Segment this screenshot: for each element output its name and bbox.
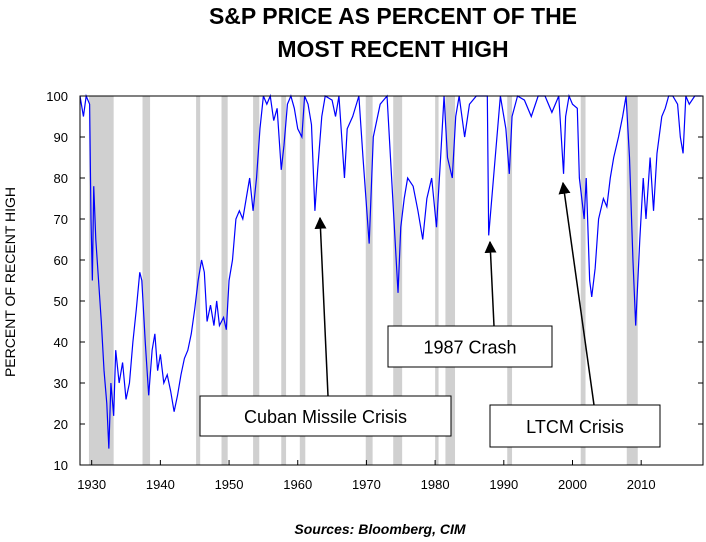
source: Sources: Bloomberg, CIM — [294, 521, 465, 537]
recession-band — [507, 96, 513, 465]
x-tick-label: 1970 — [352, 477, 381, 492]
recession-band — [435, 96, 439, 465]
x-tick-label: 1980 — [421, 477, 450, 492]
chart-title: MOST RECENT HIGH — [277, 36, 508, 62]
y-tick-label: 100 — [46, 89, 68, 104]
y-tick-label: 10 — [54, 458, 68, 473]
recession-band — [626, 96, 638, 465]
annotation-box — [387, 325, 553, 368]
y-tick-label: 80 — [54, 171, 68, 186]
annotation-text: 1987 Crash — [423, 338, 516, 358]
y-axis-label: PERCENT OF RECENT HIGH — [2, 187, 18, 377]
y-tick-label: 40 — [54, 335, 68, 350]
y-tick-label: 90 — [54, 130, 68, 145]
y-tick-label: 60 — [54, 253, 68, 268]
annotations: Cuban Missile Crisis 1987 Crash LTCM Crisi… — [199, 181, 661, 448]
chart-title: S&P PRICE AS PERCENT OF THE — [209, 3, 577, 29]
recession-band — [88, 96, 114, 465]
annotation-box — [489, 404, 661, 448]
recession-band — [299, 96, 306, 465]
recession-band — [365, 96, 373, 465]
x-tick-label: 1950 — [215, 477, 244, 492]
annotation-arrow — [484, 240, 497, 327]
recession-band — [221, 96, 228, 465]
plot-border — [79, 95, 704, 466]
x-tick-label: 1940 — [146, 477, 175, 492]
annotation-box — [199, 395, 452, 437]
y-tick-label: 70 — [54, 212, 68, 227]
y-tick-label: 50 — [54, 294, 68, 309]
recession-band — [142, 96, 151, 465]
annotation-text: Cuban Missile Crisis — [244, 407, 407, 427]
annotation-arrow — [558, 181, 595, 406]
annotation-arrow — [314, 216, 329, 397]
recession-band — [253, 96, 260, 465]
x-tick-label: 2010 — [627, 477, 656, 492]
x-tick-label: 1930 — [77, 477, 106, 492]
x-tick-label: 2000 — [558, 477, 587, 492]
plot-area: 10 20 30 40 50 60 70 80 90 100 1930 1940 1950 1960 197… — [46, 89, 704, 492]
y-tick-label: 30 — [54, 376, 68, 391]
annotation-text: LTCM Crisis — [526, 417, 624, 437]
y-tick-label: 20 — [54, 417, 68, 432]
recession-band — [445, 96, 456, 465]
x-tick-label: 1960 — [283, 477, 312, 492]
recession-band — [580, 96, 586, 465]
line — [79, 93, 702, 449]
x-tick-label: 1990 — [489, 477, 518, 492]
recession-band — [281, 96, 287, 465]
